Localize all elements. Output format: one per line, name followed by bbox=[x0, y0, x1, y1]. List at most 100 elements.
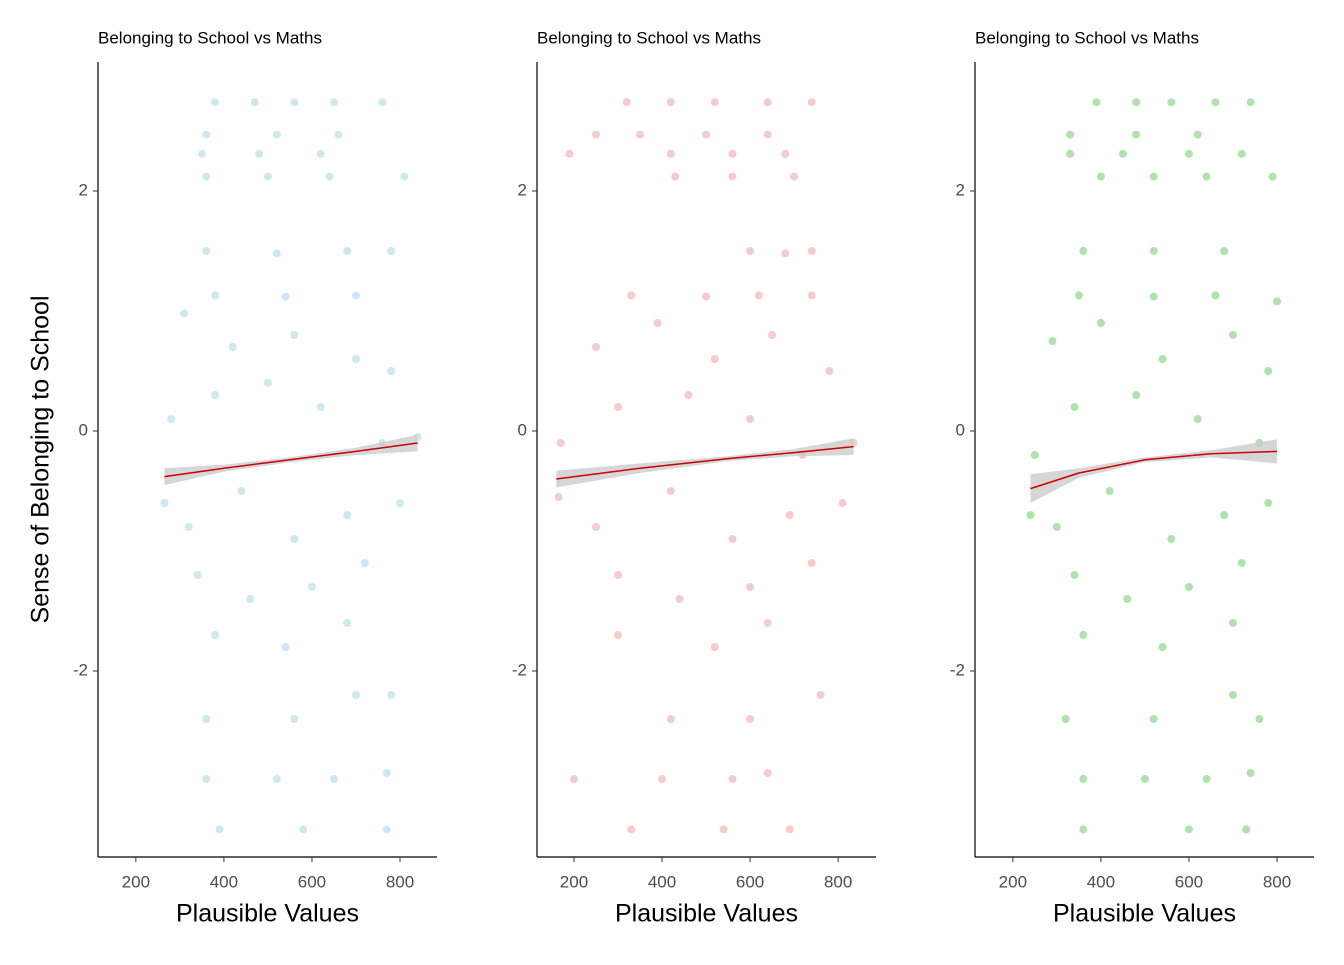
point bbox=[614, 571, 623, 579]
point bbox=[387, 367, 396, 375]
point bbox=[1096, 319, 1105, 327]
point bbox=[1132, 130, 1141, 139]
point bbox=[746, 715, 755, 723]
point bbox=[807, 291, 816, 300]
point bbox=[1158, 355, 1167, 363]
point bbox=[1202, 172, 1211, 181]
point bbox=[343, 511, 352, 519]
point bbox=[1228, 331, 1237, 339]
point bbox=[160, 499, 169, 507]
x-tick-label: 800 bbox=[824, 872, 852, 891]
point bbox=[675, 595, 684, 603]
point bbox=[1079, 775, 1088, 783]
y-tick-label: -2 bbox=[73, 660, 88, 679]
point bbox=[728, 535, 737, 543]
x-tick-label: 800 bbox=[386, 872, 414, 891]
point bbox=[1070, 403, 1079, 411]
point bbox=[167, 415, 176, 423]
point bbox=[1268, 172, 1277, 181]
point bbox=[1140, 775, 1149, 783]
point bbox=[1030, 451, 1039, 459]
x-tick-label: 600 bbox=[1175, 872, 1203, 891]
point bbox=[211, 631, 220, 639]
point bbox=[719, 825, 728, 834]
point bbox=[1184, 149, 1193, 158]
y-tick-label: -2 bbox=[512, 660, 527, 679]
point bbox=[627, 825, 636, 834]
panel-title: Belonging to School vs Maths bbox=[975, 28, 1199, 47]
point bbox=[554, 493, 563, 501]
point bbox=[746, 247, 755, 255]
point bbox=[272, 775, 281, 783]
point bbox=[1211, 98, 1220, 107]
point bbox=[228, 343, 237, 351]
point bbox=[1070, 571, 1079, 579]
point bbox=[1026, 511, 1035, 519]
point bbox=[202, 172, 211, 181]
point bbox=[1149, 292, 1158, 301]
point bbox=[290, 331, 299, 339]
x-tick-label: 200 bbox=[999, 872, 1027, 891]
point bbox=[250, 98, 259, 107]
point bbox=[1118, 149, 1127, 158]
point bbox=[351, 355, 360, 363]
x-axis-label: Plausible Values bbox=[176, 900, 359, 928]
point bbox=[591, 130, 600, 139]
point bbox=[807, 98, 816, 107]
point bbox=[1184, 583, 1193, 591]
point bbox=[1052, 523, 1061, 531]
point bbox=[211, 291, 220, 300]
point bbox=[351, 291, 360, 300]
point bbox=[591, 343, 600, 351]
y-tick-label: 2 bbox=[956, 180, 965, 199]
point bbox=[281, 292, 290, 301]
x-tick-label: 400 bbox=[210, 872, 238, 891]
point bbox=[290, 535, 299, 543]
point bbox=[636, 130, 645, 139]
y-tick-label: 0 bbox=[956, 420, 965, 439]
point bbox=[825, 367, 834, 375]
point bbox=[272, 130, 281, 139]
point bbox=[202, 247, 211, 255]
point bbox=[1048, 337, 1057, 345]
point bbox=[1079, 825, 1088, 834]
point bbox=[768, 331, 777, 339]
point bbox=[1193, 415, 1202, 423]
panel-title: Belonging to School vs Maths bbox=[98, 28, 322, 47]
point bbox=[325, 172, 334, 181]
point bbox=[263, 379, 272, 387]
point bbox=[343, 247, 352, 255]
point bbox=[396, 499, 405, 507]
confidence-band bbox=[1030, 439, 1278, 503]
point bbox=[1167, 98, 1176, 107]
point bbox=[1092, 98, 1101, 107]
point bbox=[360, 559, 369, 567]
confidence-band bbox=[556, 438, 854, 488]
point bbox=[1246, 98, 1255, 107]
point bbox=[1255, 715, 1264, 723]
point bbox=[1079, 631, 1088, 639]
point bbox=[658, 775, 667, 783]
x-tick-label: 400 bbox=[648, 872, 676, 891]
point bbox=[728, 172, 737, 181]
point bbox=[400, 172, 409, 181]
point bbox=[1061, 715, 1070, 723]
point bbox=[614, 403, 623, 411]
point bbox=[702, 292, 711, 301]
point bbox=[215, 825, 224, 834]
point bbox=[1211, 291, 1220, 300]
point bbox=[614, 631, 623, 639]
point bbox=[653, 319, 662, 327]
point bbox=[666, 98, 675, 107]
point bbox=[1242, 825, 1251, 834]
point bbox=[556, 439, 565, 447]
point bbox=[1158, 643, 1167, 651]
panel-title: Belonging to School vs Maths bbox=[537, 28, 761, 47]
point bbox=[754, 291, 763, 300]
point bbox=[1246, 769, 1255, 777]
x-tick-label: 600 bbox=[298, 872, 326, 891]
point bbox=[746, 415, 755, 423]
point bbox=[211, 391, 220, 399]
point bbox=[838, 499, 847, 507]
point bbox=[763, 130, 772, 139]
